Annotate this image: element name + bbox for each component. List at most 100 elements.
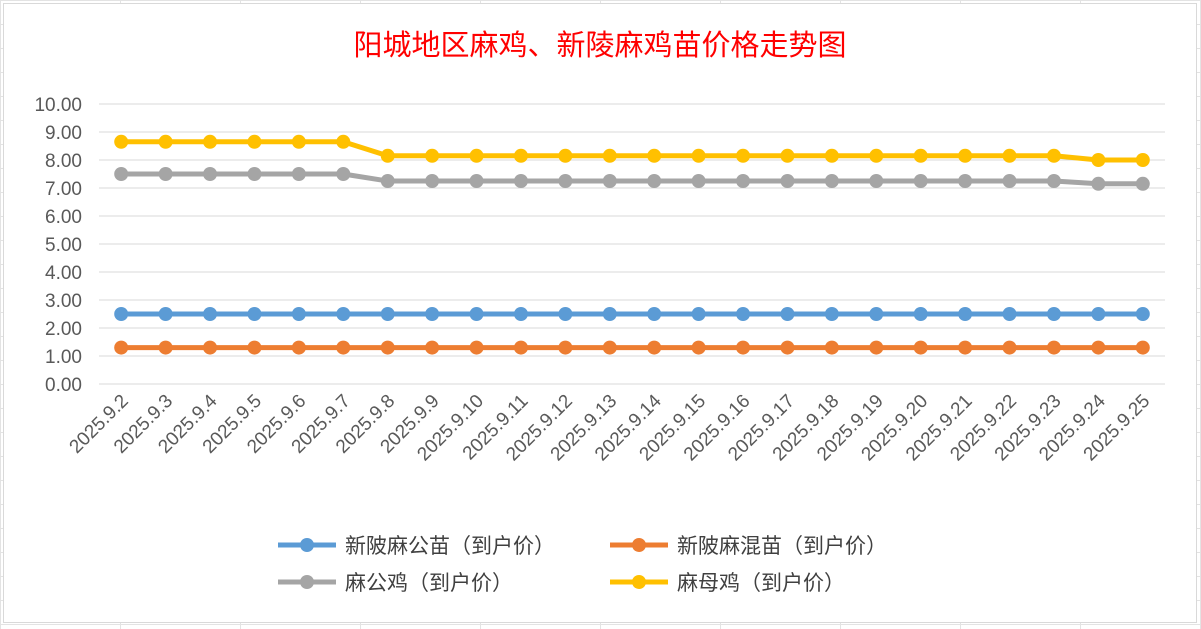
data-point [291,134,306,149]
chart-title: 阳城地区麻鸡、新陵麻鸡苗价格走势图 [353,28,846,62]
data-point [380,174,395,188]
data-point [736,307,751,321]
data-point [558,148,573,163]
series-lines [114,134,1150,355]
data-point [469,340,484,355]
data-point [736,148,751,163]
legend-item[interactable]: 新陂麻混苗（到户价） [610,534,887,558]
data-point [336,134,351,149]
data-point [869,174,884,188]
data-point [336,307,351,321]
data-point [380,307,395,321]
data-point [736,340,751,355]
data-point [558,174,573,188]
data-point [425,174,440,188]
data-point [780,148,795,163]
data-point [513,340,528,355]
series-3 [114,134,1150,167]
data-point [247,134,262,149]
data-point [203,134,218,149]
data-point [336,340,351,355]
data-point [380,340,395,355]
data-point [158,307,173,321]
data-point [824,340,839,355]
data-point [869,340,884,355]
data-point [158,340,173,355]
data-point [203,340,218,355]
data-point [425,340,440,355]
data-point [869,148,884,163]
legend-item[interactable]: 麻公鸡（到户价） [278,571,513,595]
data-point [1135,176,1150,191]
data-point [469,174,484,188]
data-point [1091,340,1106,355]
data-point [824,307,839,321]
data-point [380,148,395,163]
data-point [602,148,617,163]
legend-label: 麻公鸡（到户价） [345,571,513,595]
data-point [1135,153,1150,167]
data-point [824,148,839,163]
data-point [958,148,973,163]
data-point [647,148,662,163]
series-line [121,171,1143,187]
data-point [736,174,751,188]
data-point [513,174,528,188]
data-point [247,167,262,181]
data-point [558,340,573,355]
legend-item[interactable]: 麻母鸡（到户价） [610,571,845,595]
data-point [469,148,484,163]
y-tick-label: 8.00 [45,151,82,172]
y-tick-label: 10.00 [34,95,82,116]
data-point [203,307,218,321]
data-point [1091,176,1106,191]
data-point [780,174,795,188]
data-point [247,307,262,321]
series-line [121,139,1143,163]
data-point [247,340,262,355]
legend-item[interactable]: 新陂麻公苗（到户价） [278,534,555,558]
y-tick-label: 3.00 [45,291,82,312]
y-axis-ticks: 0.00 1.00 2.00 3.00 4.00 5.00 6.00 7.00 8.00 9.00… [34,95,82,396]
data-point [1046,307,1061,321]
data-point [602,340,617,355]
data-point [291,307,306,321]
data-point [913,174,928,188]
data-point [780,307,795,321]
data-point [336,167,351,181]
data-point [958,307,973,321]
data-point [469,307,484,321]
data-point [913,340,928,355]
data-point [913,148,928,163]
data-point [203,167,218,181]
data-point [691,148,706,163]
data-point [513,148,528,163]
legend-label: 新陂麻公苗（到户价） [345,534,555,558]
legend-marker [300,538,314,552]
data-point [425,307,440,321]
data-point [647,340,662,355]
data-point [647,307,662,321]
y-tick-label: 9.00 [45,123,82,144]
data-point [513,307,528,321]
data-point [1002,340,1017,355]
data-point [602,307,617,321]
y-tick-label: 5.00 [45,235,82,256]
data-point [1046,340,1061,355]
legend-marker [632,538,646,552]
data-point [1002,148,1017,163]
legend-label: 新陂麻混苗（到户价） [677,534,887,558]
data-point [824,174,839,188]
data-point [1002,307,1017,321]
data-point [291,167,306,181]
data-point [1002,174,1017,188]
data-point [291,340,306,355]
y-tick-label: 7.00 [45,179,82,200]
data-point [158,134,173,149]
y-tick-label: 4.00 [45,263,82,284]
data-point [558,307,573,321]
data-point [647,174,662,188]
data-point [1091,307,1106,321]
data-point [869,307,884,321]
